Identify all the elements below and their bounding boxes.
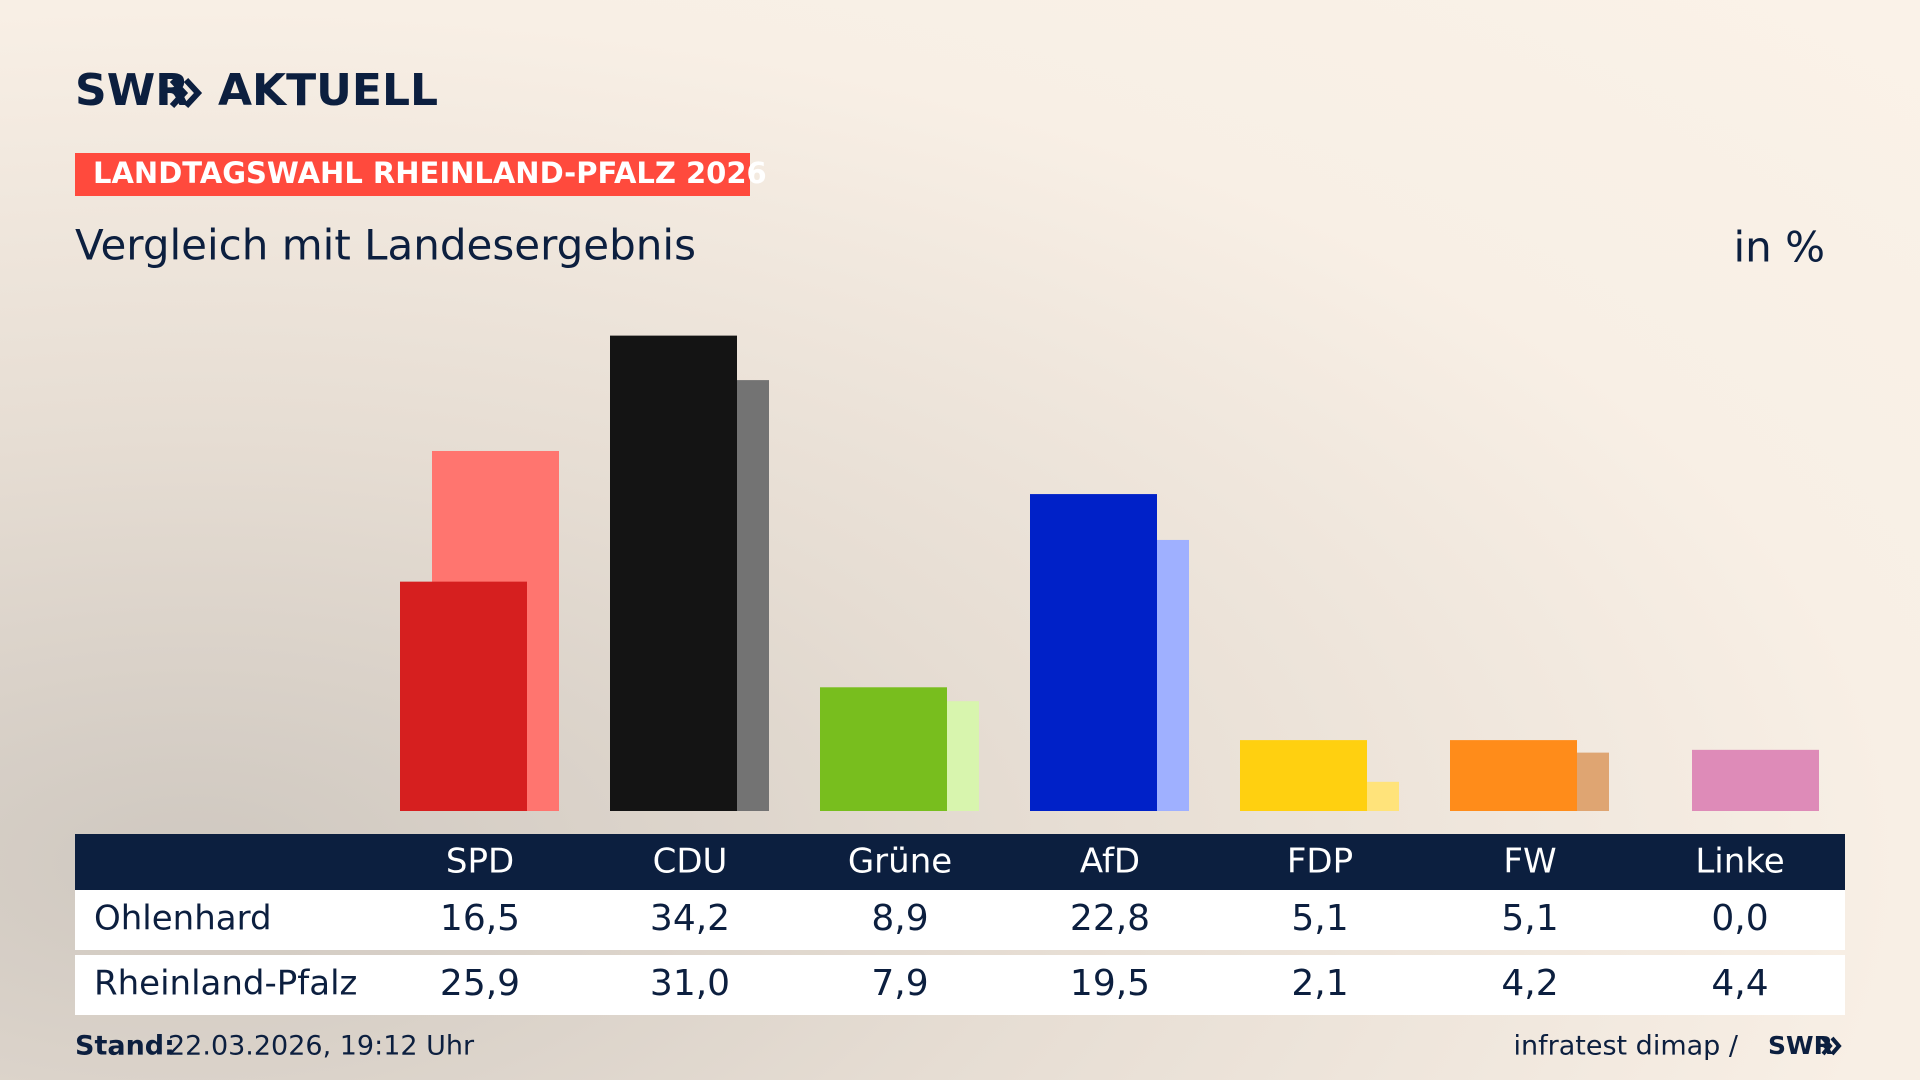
column-header: CDU	[653, 842, 728, 882]
column-header: Linke	[1695, 842, 1784, 882]
table-row	[75, 955, 1845, 1015]
chart-title: Vergleich mit Landesergebnis	[75, 221, 696, 270]
logo: SWR AKTUELL	[75, 65, 438, 116]
bar	[1240, 740, 1367, 811]
bar	[1030, 494, 1157, 811]
value-label: 7,9	[871, 963, 928, 1004]
column-header: FW	[1503, 842, 1556, 882]
logo-brand: SWR	[75, 65, 189, 116]
value-label: 19,5	[1070, 963, 1150, 1004]
table-row	[75, 890, 1845, 950]
logo-chevrons	[169, 77, 203, 109]
footer-source: infratest dimap /	[1513, 1031, 1738, 1062]
bar	[1692, 749, 1819, 811]
kicker-box	[75, 153, 750, 196]
value-label: 5,1	[1501, 898, 1558, 939]
footer-logo: SWR	[1768, 1031, 1833, 1060]
bar	[400, 581, 527, 811]
value-label: 5,1	[1291, 898, 1348, 939]
value-label: 16,5	[440, 898, 520, 939]
table-header	[75, 834, 1845, 890]
bar	[820, 687, 947, 811]
footer-timestamp: 22.03.2026, 19:12 Uhr	[168, 1031, 475, 1062]
value-label: 2,1	[1291, 963, 1348, 1004]
row-label: Ohlenhard	[94, 899, 272, 939]
value-label: 22,8	[1070, 898, 1150, 939]
kicker: LANDTAGSWAHL RHEINLAND-PFALZ 2026	[93, 156, 767, 190]
value-label: 4,2	[1501, 963, 1558, 1004]
bar	[1450, 740, 1577, 811]
value-label: 25,9	[440, 963, 520, 1004]
value-label: 0,0	[1711, 898, 1768, 939]
bar	[610, 335, 737, 811]
footer-label: Stand:	[75, 1031, 175, 1062]
column-header: FDP	[1287, 842, 1353, 882]
row-label: Rheinland-Pfalz	[94, 964, 357, 1004]
column-header: Grüne	[848, 842, 952, 882]
value-label: 31,0	[650, 963, 730, 1004]
unit: in %	[1733, 223, 1825, 272]
value-label: 34,2	[650, 898, 730, 939]
logo-name: AKTUELL	[218, 65, 438, 116]
column-header: SPD	[446, 842, 514, 882]
value-label: 8,9	[871, 898, 928, 939]
column-header: AfD	[1080, 842, 1140, 882]
value-label: 4,4	[1711, 963, 1768, 1004]
footer-chevrons	[1821, 1036, 1842, 1056]
